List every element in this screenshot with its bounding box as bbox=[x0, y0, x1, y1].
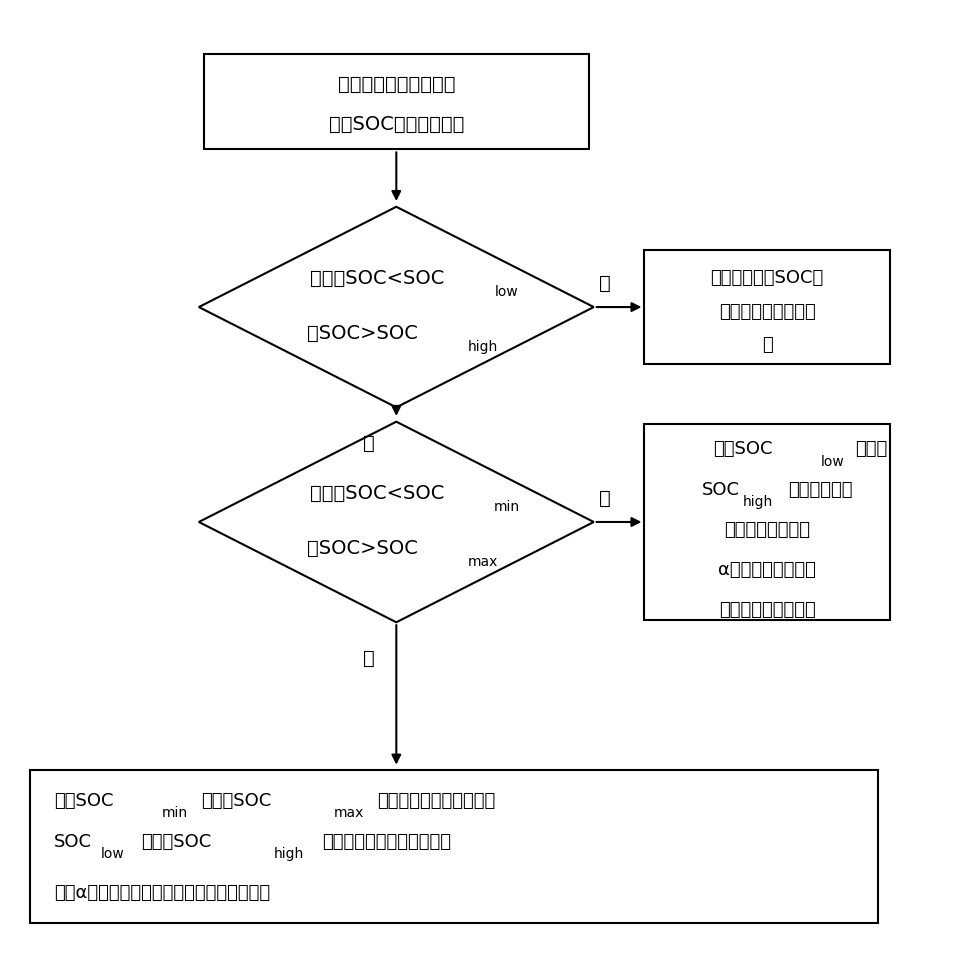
Text: 是否有SOC<SOC: 是否有SOC<SOC bbox=[310, 269, 444, 288]
Text: 系数α，其余储能电池按比例计算充放电功率: 系数α，其余储能电池按比例计算充放电功率 bbox=[54, 883, 270, 901]
Text: high: high bbox=[274, 848, 304, 861]
Text: 或大于SOC: 或大于SOC bbox=[201, 792, 271, 810]
Text: 否: 否 bbox=[600, 274, 611, 293]
Text: 是: 是 bbox=[363, 650, 375, 668]
Text: 是: 是 bbox=[363, 434, 375, 453]
FancyBboxPatch shape bbox=[644, 424, 890, 620]
Text: 小于SOC: 小于SOC bbox=[54, 792, 114, 810]
Text: 是否有SOC<SOC: 是否有SOC<SOC bbox=[310, 484, 444, 503]
Text: low: low bbox=[496, 285, 519, 299]
FancyBboxPatch shape bbox=[644, 250, 890, 364]
Text: 或大于SOC: 或大于SOC bbox=[141, 833, 212, 851]
Polygon shape bbox=[199, 207, 594, 407]
Text: high: high bbox=[468, 340, 498, 354]
Text: 率: 率 bbox=[762, 336, 773, 354]
Text: SOC: SOC bbox=[702, 481, 740, 498]
Text: 的储能电池不动作，小于: 的储能电池不动作，小于 bbox=[377, 792, 496, 810]
Text: 状态SOC，并进行排序: 状态SOC，并进行排序 bbox=[328, 115, 464, 134]
FancyBboxPatch shape bbox=[204, 54, 589, 149]
Text: min: min bbox=[494, 500, 520, 513]
Text: low: low bbox=[100, 848, 125, 861]
Text: 否: 否 bbox=[600, 489, 611, 508]
Text: 小比例计算充放电功: 小比例计算充放电功 bbox=[719, 303, 815, 321]
Text: 比例计算充放电功率: 比例计算充放电功率 bbox=[719, 601, 815, 619]
Text: SOC: SOC bbox=[54, 833, 93, 851]
Polygon shape bbox=[199, 422, 594, 623]
Text: high: high bbox=[743, 495, 773, 509]
Text: 或SOC>SOC: 或SOC>SOC bbox=[307, 539, 418, 559]
Text: max: max bbox=[333, 807, 364, 820]
Text: low: low bbox=[821, 455, 844, 468]
Text: 或大于: 或大于 bbox=[855, 441, 888, 458]
Text: α，其余储能电池按: α，其余储能电池按 bbox=[718, 560, 816, 579]
Text: 输入各储能电池的荷电: 输入各储能电池的荷电 bbox=[337, 75, 455, 94]
Text: 小于SOC: 小于SOC bbox=[713, 441, 773, 458]
FancyBboxPatch shape bbox=[30, 770, 878, 924]
Text: min: min bbox=[162, 807, 188, 820]
Text: 或SOC>SOC: 或SOC>SOC bbox=[307, 325, 418, 343]
Text: 的储能电池充放电功率乘以: 的储能电池充放电功率乘以 bbox=[322, 833, 451, 851]
Text: 的储能电池充: 的储能电池充 bbox=[788, 481, 852, 498]
Text: 放电功率乘以系数: 放电功率乘以系数 bbox=[724, 520, 810, 538]
Text: 按各储能电池SOC大: 按各储能电池SOC大 bbox=[711, 269, 824, 287]
Text: max: max bbox=[468, 555, 498, 569]
